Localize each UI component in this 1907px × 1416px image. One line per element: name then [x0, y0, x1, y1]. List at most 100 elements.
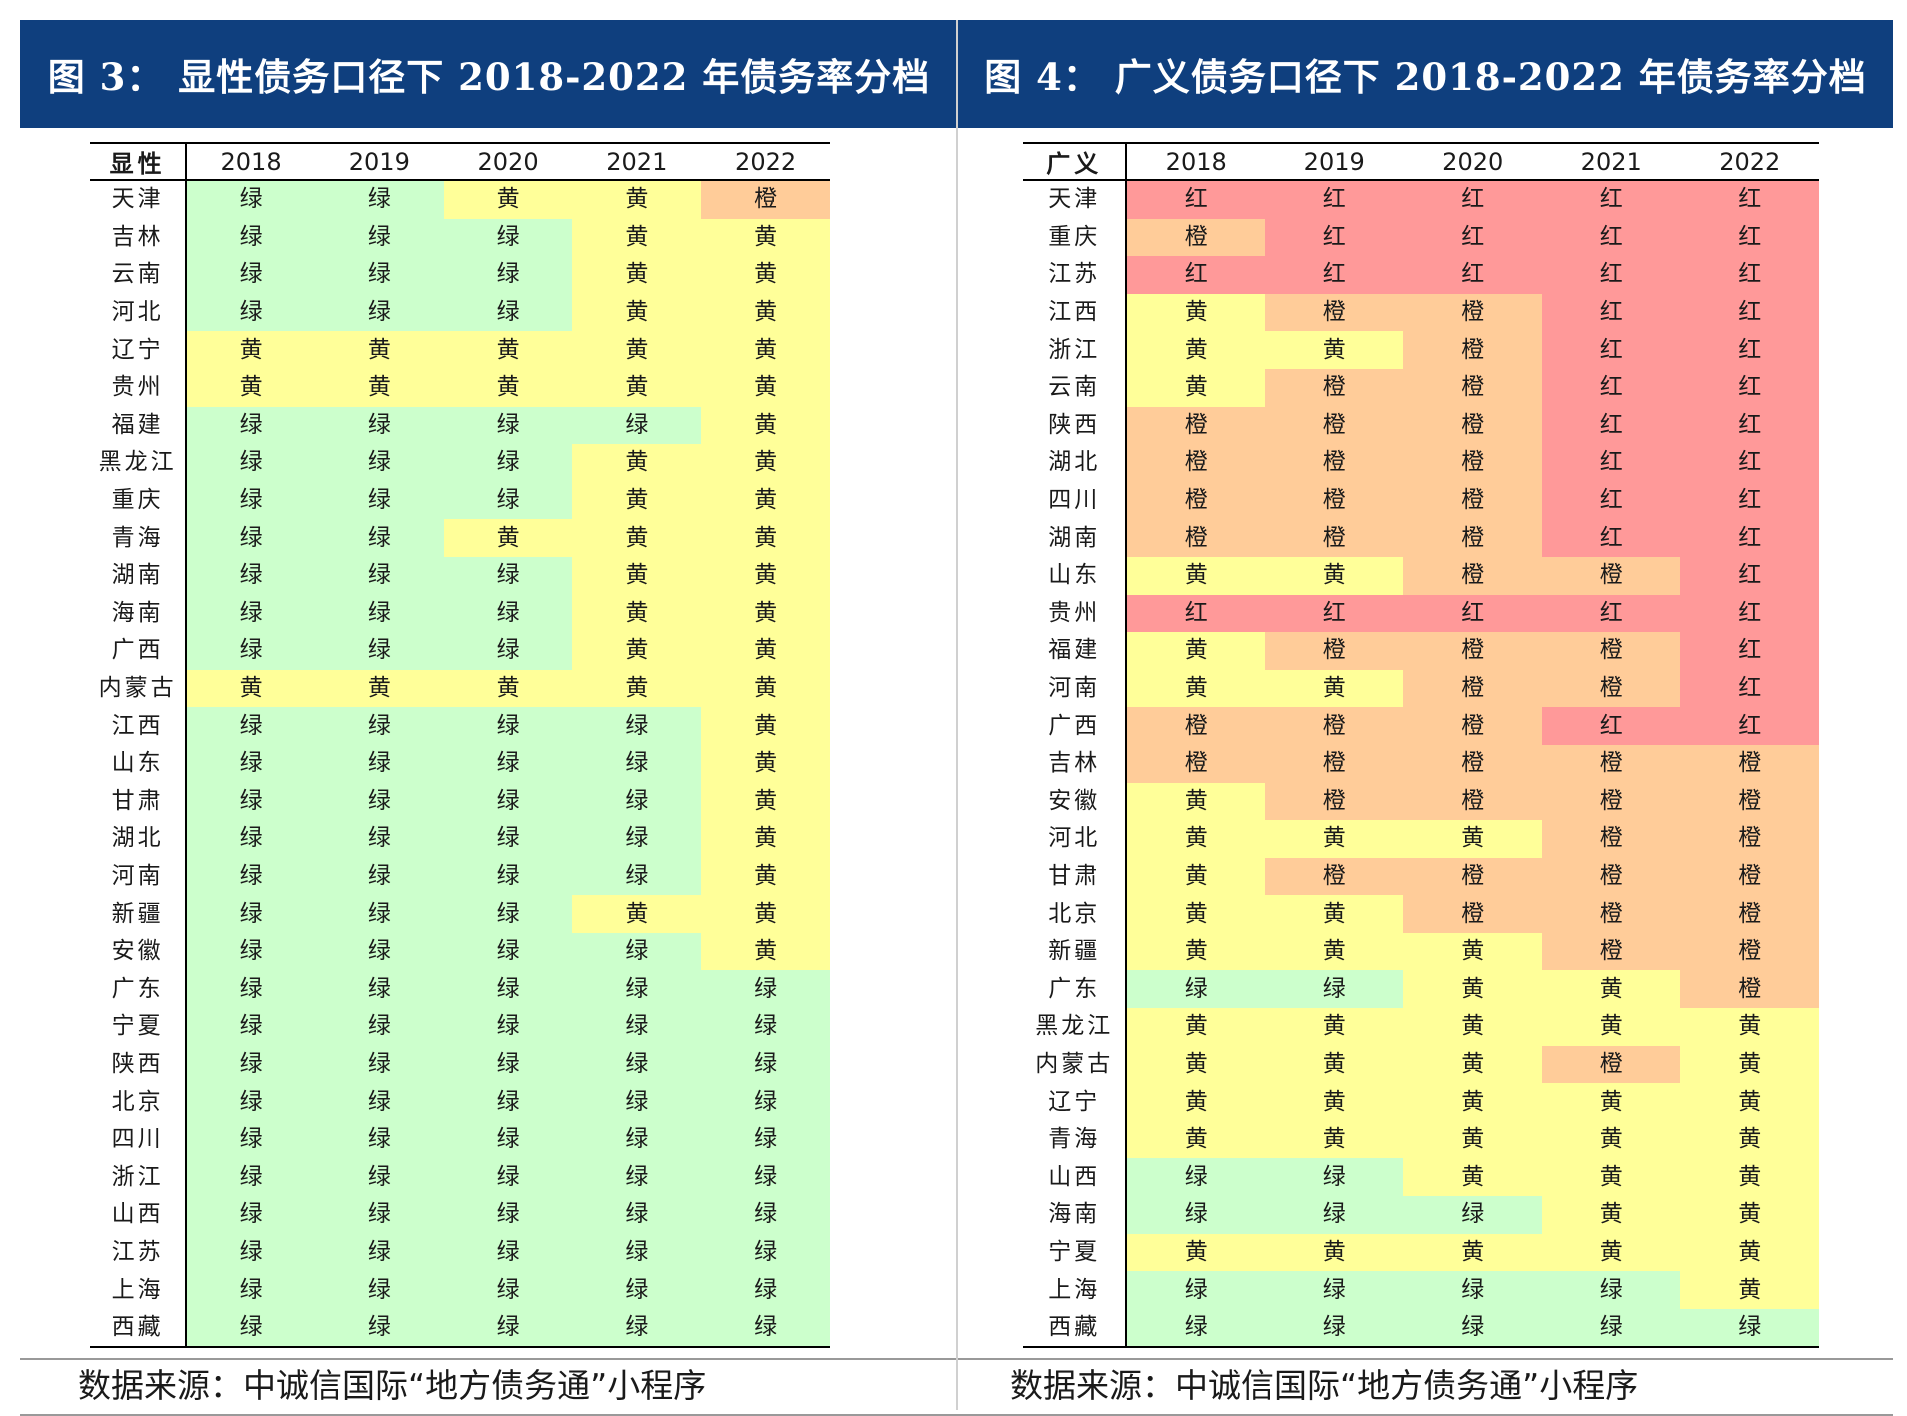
table-row: 北京黄黄橙橙橙 — [1023, 895, 1819, 933]
fig3-rating-cell: 绿 — [186, 406, 315, 445]
fig3-rating-cell: 绿 — [572, 970, 702, 1009]
fig3-province-label: 安徽 — [90, 932, 188, 971]
table-row: 北京绿绿绿绿绿 — [90, 1083, 830, 1121]
fig4-rating-cell: 橙 — [1264, 481, 1404, 520]
fig4-rating-cell: 绿 — [1541, 1308, 1681, 1349]
table-row: 湖北绿绿绿绿黄 — [90, 820, 830, 858]
table-row: 上海绿绿绿绿绿 — [90, 1271, 830, 1309]
fig3-rating-cell: 绿 — [572, 1120, 702, 1159]
fig3-rating-cell: 绿 — [443, 406, 573, 445]
fig4-rating-cell: 橙 — [1680, 782, 1819, 821]
fig4-rating-cell: 黄 — [1264, 1083, 1404, 1121]
fig4-province-label: 青海 — [1023, 1120, 1128, 1159]
fig4-rating-cell: 橙 — [1264, 744, 1404, 783]
fig4-rating-cell: 黄 — [1403, 1120, 1542, 1159]
fig4-rating-cell: 绿 — [1126, 1158, 1265, 1197]
fig3-rating-cell: 绿 — [186, 857, 315, 896]
fig4-rating-cell: 黄 — [1126, 1233, 1265, 1272]
fig3-rating-cell: 绿 — [314, 293, 444, 332]
fig3-rating-cell: 绿 — [186, 519, 315, 557]
fig3-rating-cell: 绿 — [314, 895, 444, 933]
fig3-rating-cell: 绿 — [314, 820, 444, 858]
fig3-column-header: 2020 — [443, 142, 573, 181]
fig4-province-label: 云南 — [1023, 368, 1128, 407]
figure-4-title: 图 4： 广义债务口径下 2018-2022 年债务率分档 — [958, 20, 1893, 128]
fig3-province-label: 云南 — [90, 256, 188, 294]
fig3-rating-cell: 绿 — [443, 1233, 573, 1272]
table-row: 湖南绿绿绿黄黄 — [90, 556, 830, 595]
fig3-rating-cell: 黄 — [314, 331, 444, 369]
fig4-column-header: 2020 — [1403, 142, 1542, 181]
fig4-rating-cell: 红 — [1541, 481, 1681, 520]
fig3-rating-cell: 绿 — [701, 1083, 830, 1121]
fig3-rating-cell: 绿 — [314, 1008, 444, 1046]
fig3-rating-cell: 黄 — [701, 444, 830, 482]
panel-divider — [956, 20, 958, 1410]
fig3-rating-cell: 绿 — [186, 256, 315, 294]
fig4-column-header: 2018 — [1126, 142, 1265, 181]
fig4-rating-cell: 红 — [1264, 594, 1404, 633]
fig3-rating-cell: 绿 — [701, 1271, 830, 1309]
fig4-province-label: 上海 — [1023, 1271, 1128, 1309]
fig3-rating-cell: 黄 — [701, 782, 830, 821]
figure-4-table: 广义 2018 2019 2020 2021 2022 天津红红红红红重庆橙红红红红江苏红红… — [1023, 142, 1819, 1349]
fig3-rating-cell: 绿 — [186, 556, 315, 595]
fig4-rating-cell: 橙 — [1541, 857, 1681, 896]
table-row: 安徽黄橙橙橙橙 — [1023, 782, 1819, 821]
fig4-rating-cell: 黄 — [1403, 1045, 1542, 1084]
fig3-rating-cell: 绿 — [314, 857, 444, 896]
table-row: 山西绿绿黄黄黄 — [1023, 1158, 1819, 1197]
fig4-rating-cell: 黄 — [1264, 1045, 1404, 1084]
fig4-rating-cell: 绿 — [1403, 1271, 1542, 1309]
fig3-rating-cell: 绿 — [443, 895, 573, 933]
table-row: 广东绿绿黄黄橙 — [1023, 970, 1819, 1009]
table-row: 云南绿绿绿黄黄 — [90, 256, 830, 294]
fig3-rating-cell: 绿 — [443, 1008, 573, 1046]
fig3-column-header: 2021 — [572, 142, 702, 181]
fig3-province-label: 湖南 — [90, 556, 188, 595]
fig4-rating-cell: 红 — [1680, 256, 1819, 294]
fig4-rating-cell: 黄 — [1680, 1083, 1819, 1121]
table-row: 甘肃绿绿绿绿黄 — [90, 782, 830, 821]
fig4-rating-cell: 红 — [1541, 368, 1681, 407]
fig3-rating-cell: 绿 — [314, 1271, 444, 1309]
fig4-rating-cell: 绿 — [1680, 1308, 1819, 1349]
fig3-rating-cell: 绿 — [572, 1008, 702, 1046]
fig4-province-label: 海南 — [1023, 1196, 1128, 1234]
fig3-rating-cell: 黄 — [572, 293, 702, 332]
fig3-rating-cell: 绿 — [314, 218, 444, 257]
fig4-rating-cell: 红 — [1403, 256, 1542, 294]
fig3-rating-cell: 绿 — [186, 1158, 315, 1197]
table-row: 重庆绿绿绿黄黄 — [90, 481, 830, 520]
fig4-rating-cell: 橙 — [1264, 368, 1404, 407]
fig4-province-label: 陕西 — [1023, 406, 1128, 445]
fig3-rating-cell: 绿 — [443, 1158, 573, 1197]
fig3-rating-cell: 绿 — [314, 1083, 444, 1121]
fig3-rating-cell: 绿 — [314, 970, 444, 1009]
fig3-rating-cell: 绿 — [443, 744, 573, 783]
table-row: 辽宁黄黄黄黄黄 — [90, 331, 830, 369]
fig4-rating-cell: 红 — [1680, 519, 1819, 557]
fig3-rating-cell: 绿 — [443, 632, 573, 670]
table-row: 贵州黄黄黄黄黄 — [90, 368, 830, 407]
fig4-rating-cell: 黄 — [1264, 1233, 1404, 1272]
fig3-province-label: 江西 — [90, 707, 188, 745]
fig3-rating-cell: 绿 — [572, 1083, 702, 1121]
fig3-rating-cell: 绿 — [572, 1233, 702, 1272]
table-row: 湖北橙橙橙红红 — [1023, 444, 1819, 482]
fig4-rating-cell: 黄 — [1126, 556, 1265, 595]
fig4-rating-cell: 橙 — [1403, 519, 1542, 557]
fig3-rating-cell: 绿 — [314, 1120, 444, 1159]
fig3-rating-cell: 绿 — [186, 782, 315, 821]
fig4-rating-cell: 红 — [1403, 180, 1542, 219]
fig3-rating-cell: 绿 — [314, 180, 444, 219]
fig4-rating-cell: 橙 — [1680, 970, 1819, 1009]
fig4-province-label: 新疆 — [1023, 932, 1128, 971]
fig4-rating-cell: 红 — [1541, 293, 1681, 332]
fig4-rating-cell: 绿 — [1403, 1308, 1542, 1349]
fig3-rating-cell: 绿 — [314, 932, 444, 971]
fig4-rating-cell: 橙 — [1126, 406, 1265, 445]
fig3-province-label: 湖北 — [90, 820, 188, 858]
fig3-rating-cell: 绿 — [701, 1045, 830, 1084]
table-row: 陕西绿绿绿绿绿 — [90, 1045, 830, 1084]
